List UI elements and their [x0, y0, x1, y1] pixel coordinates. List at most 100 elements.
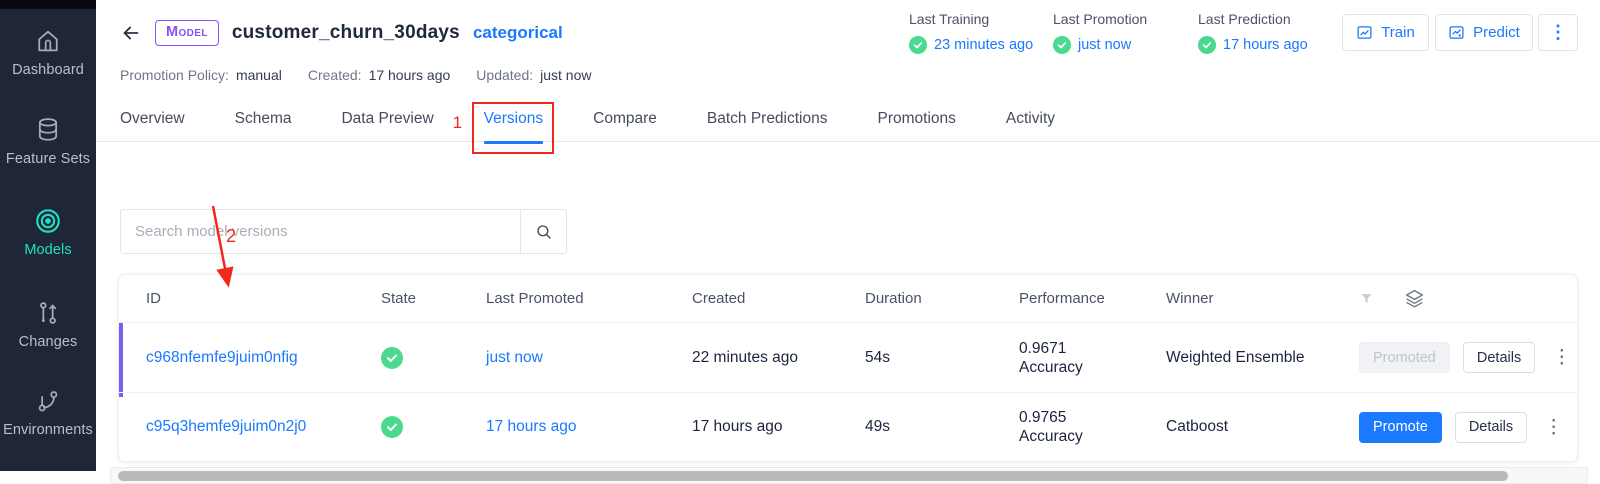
last-promotion-value[interactable]: just now	[1053, 36, 1193, 54]
last-prediction-status: Last Prediction 17 hours ago	[1198, 11, 1338, 54]
annotation-number-1: 1	[452, 112, 463, 132]
search-button[interactable]	[520, 210, 566, 253]
success-check-icon	[1198, 36, 1216, 54]
sidebar-item-feature-sets[interactable]: Feature Sets	[0, 116, 96, 167]
col-winner: Winner	[1166, 290, 1214, 307]
tab-batch-predictions[interactable]: Batch Predictions	[706, 109, 828, 127]
tab-activity[interactable]: Activity	[1005, 109, 1055, 127]
table-header-row: ID State Last Promoted Created Duration …	[119, 275, 1577, 323]
tab-versions[interactable]: Versions 1	[453, 96, 555, 154]
model-badge: Model	[155, 20, 219, 46]
created-value: 17 hours ago	[368, 67, 451, 83]
layers-icon[interactable]	[1404, 288, 1425, 309]
tab-overview[interactable]: Overview	[120, 109, 185, 127]
col-duration: Duration	[865, 290, 922, 307]
changes-icon	[34, 299, 62, 327]
tab-schema[interactable]: Schema	[234, 109, 292, 127]
page-title: customer_churn_30days	[231, 22, 460, 43]
sidebar-item-label: Models	[24, 242, 72, 258]
details-button[interactable]: Details	[1462, 342, 1536, 373]
last-training-label: Last Training	[909, 11, 990, 27]
kebab-icon: ⋮	[1549, 22, 1567, 42]
promoted-button: Promoted	[1359, 342, 1450, 373]
sidebar: Dashboard Feature Sets Models Changes	[0, 0, 96, 471]
sidebar-item-changes[interactable]: Changes	[0, 299, 96, 350]
sidebar-item-label: Feature Sets	[5, 151, 91, 167]
database-icon	[34, 116, 62, 144]
col-id: ID	[146, 290, 161, 307]
created-cell: 22 minutes ago	[692, 348, 798, 366]
predict-button[interactable]: Predict	[1435, 14, 1533, 51]
header-more-button[interactable]: ⋮	[1538, 14, 1578, 51]
promotion-policy-value: manual	[235, 67, 282, 83]
predict-button-label: Predict	[1473, 24, 1520, 41]
sidebar-item-label: Changes	[18, 334, 78, 350]
tab-data-preview[interactable]: Data Preview	[341, 109, 434, 127]
duration-cell: 49s	[865, 418, 890, 435]
table-row[interactable]: c95q3hemfe9juim0n2j0 17 hours ago 17 hou…	[119, 392, 1577, 461]
updated-label: Updated:	[476, 67, 534, 83]
updated-value: just now	[540, 67, 592, 83]
version-id-link[interactable]: c968nfemfe9juim0nfig	[146, 348, 298, 366]
success-check-icon	[381, 346, 403, 369]
promotion-policy-label: Promotion Policy:	[120, 67, 229, 83]
tab-promotions[interactable]: Promotions	[877, 109, 956, 127]
promote-button[interactable]: Promote	[1359, 411, 1442, 443]
table-row[interactable]: c968nfemfe9juim0nfig just now 22 minutes…	[119, 323, 1577, 397]
col-last-promoted: Last Promoted	[486, 290, 584, 307]
col-performance: Performance	[1019, 290, 1105, 307]
predict-chart-icon	[1449, 26, 1464, 39]
sidebar-item-environments[interactable]: Environments	[0, 387, 96, 438]
selected-row-accent	[119, 323, 123, 397]
winner-cell: Weighted Ensemble	[1166, 348, 1305, 366]
back-button[interactable]	[120, 22, 142, 44]
last-training-status: Last Training 23 minutes ago	[909, 11, 1049, 54]
success-check-icon	[1053, 36, 1071, 54]
performance-cell: 0.9671 Accuracy	[1019, 339, 1083, 376]
sidebar-item-models[interactable]: Models	[0, 207, 96, 258]
versions-panel: ID State Last Promoted Created Duration …	[96, 142, 1600, 484]
sidebar-item-dashboard[interactable]: Dashboard	[0, 27, 96, 78]
sidebar-item-label: Dashboard	[12, 62, 84, 78]
last-prediction-value[interactable]: 17 hours ago	[1198, 36, 1338, 54]
last-prediction-label: Last Prediction	[1198, 11, 1291, 27]
last-training-time: 23 minutes ago	[934, 37, 1034, 53]
tab-compare[interactable]: Compare	[593, 109, 657, 127]
filter-icon[interactable]	[1359, 291, 1374, 306]
details-button[interactable]: Details	[1454, 411, 1528, 443]
version-id-link[interactable]: c95q3hemfe9juim0n2j0	[146, 418, 307, 435]
versions-table: ID State Last Promoted Created Duration …	[118, 274, 1578, 462]
train-button[interactable]: Train	[1342, 14, 1429, 51]
main-content: Model customer_churn_30days categorical …	[96, 0, 1600, 484]
branch-icon	[34, 387, 62, 415]
performance-cell: 0.9765 Accuracy	[1019, 409, 1083, 445]
model-meta: Promotion Policy: manual Created: 17 hou…	[120, 67, 591, 83]
search-icon	[536, 224, 551, 239]
last-promoted-cell[interactable]: 17 hours ago	[486, 418, 577, 435]
train-button-label: Train	[1381, 24, 1415, 41]
col-created: Created	[692, 290, 746, 307]
state-cell	[381, 416, 486, 438]
search-bar	[120, 209, 567, 254]
tab-bar: Overview Schema Data Preview Versions 1 …	[96, 96, 1600, 154]
search-input[interactable]	[121, 210, 520, 253]
train-chart-icon	[1357, 26, 1372, 39]
last-training-value[interactable]: 23 minutes ago	[909, 36, 1049, 54]
horizontal-scrollbar[interactable]	[110, 467, 1588, 484]
last-promotion-status: Last Promotion just now	[1053, 11, 1193, 54]
bullseye-icon	[34, 207, 62, 235]
row-kebab-icon[interactable]: ⋮	[1540, 416, 1567, 439]
last-promotion-label: Last Promotion	[1053, 11, 1148, 27]
home-icon	[34, 27, 62, 55]
row-kebab-icon[interactable]: ⋮	[1548, 346, 1575, 369]
last-prediction-time: 17 hours ago	[1223, 37, 1308, 53]
last-promoted-cell[interactable]: just now	[486, 348, 543, 366]
success-check-icon	[381, 416, 403, 438]
sidebar-item-label: Environments	[3, 422, 93, 438]
last-promotion-time: just now	[1078, 37, 1132, 53]
scrollbar-thumb[interactable]	[118, 471, 1508, 481]
success-check-icon	[909, 36, 927, 54]
duration-cell: 54s	[865, 348, 890, 366]
back-arrow-icon	[123, 26, 139, 40]
state-cell	[381, 346, 486, 369]
